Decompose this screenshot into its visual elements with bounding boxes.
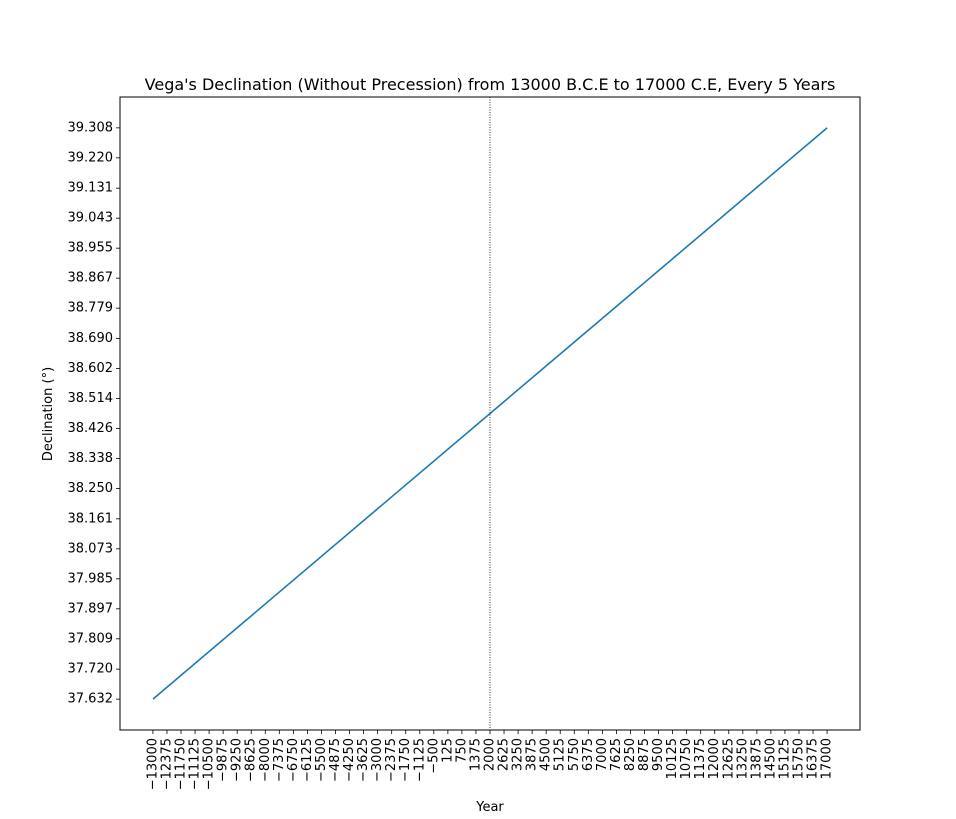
y-tick-label: 38.073 <box>68 541 114 556</box>
x-tick-label: 5125 <box>553 738 568 771</box>
x-tick-label: 13250 <box>735 738 750 779</box>
y-tick-label: 38.867 <box>68 271 114 286</box>
x-tick-label: −8625 <box>244 738 259 782</box>
y-axis-title: Declination (°) <box>41 367 56 461</box>
y-tick-label: 38.426 <box>68 421 114 436</box>
x-tick-label: −8000 <box>258 738 273 782</box>
x-tick-label: −11750 <box>174 738 189 790</box>
series-line-0 <box>152 127 828 700</box>
x-axis-title: Year <box>475 800 504 815</box>
y-axis: 37.632 37.720 37.809 37.897 37.985 38.073 38.1… <box>68 120 120 707</box>
x-tick-label: 15750 <box>791 738 806 779</box>
x-tick-label: 7625 <box>609 738 624 771</box>
x-tick-label: 15125 <box>777 738 792 779</box>
x-tick-label: −1125 <box>412 738 427 782</box>
x-tick-label: 9500 <box>651 738 666 771</box>
y-tick-label: 37.720 <box>68 662 114 677</box>
y-tick-label: 37.985 <box>68 571 114 586</box>
x-tick-label: −12375 <box>159 738 174 790</box>
x-tick-label: 3875 <box>525 738 540 771</box>
x-axis: −13000 −12375 −11750 −11125 −10500 −9875 −9250… <box>145 730 835 790</box>
x-tick-label: 10125 <box>665 738 680 779</box>
x-tick-label: 7000 <box>595 738 610 771</box>
x-tick-label: 13875 <box>749 738 764 779</box>
y-tick-label: 38.161 <box>68 511 114 526</box>
x-tick-label: −3625 <box>356 738 371 782</box>
x-tick-label: 2625 <box>497 738 512 771</box>
x-tick-label: 14500 <box>763 738 778 779</box>
x-tick-label: −6125 <box>300 738 315 782</box>
x-tick-label: 10750 <box>679 738 694 779</box>
x-tick-label: 1375 <box>468 738 483 771</box>
x-tick-label: −4875 <box>328 738 343 782</box>
y-tick-label: 38.955 <box>68 241 114 256</box>
x-tick-label: 750 <box>454 738 469 763</box>
x-tick-label: −13000 <box>145 738 160 790</box>
y-tick-label: 38.514 <box>68 391 114 406</box>
x-tick-label: 8875 <box>637 738 652 771</box>
y-tick-label: 37.809 <box>68 631 114 646</box>
x-tick-label: 8250 <box>623 738 638 771</box>
x-tick-label: 17000 <box>820 738 835 779</box>
x-tick-label: 12625 <box>721 738 736 779</box>
x-tick-label: −500 <box>426 738 441 774</box>
x-tick-label: 16375 <box>806 738 821 779</box>
y-tick-label: 37.897 <box>68 601 114 616</box>
x-tick-label: 4500 <box>539 738 554 771</box>
x-tick-label: 5750 <box>567 738 582 771</box>
y-tick-label: 38.250 <box>68 481 114 496</box>
chart-title: Vega's Declination (Without Precession) … <box>145 75 836 94</box>
x-tick-label: −7375 <box>272 738 287 782</box>
y-tick-label: 38.338 <box>68 451 114 466</box>
y-tick-label: 39.220 <box>68 150 114 165</box>
x-tick-label: 12000 <box>707 738 722 779</box>
x-tick-label: −9250 <box>230 738 245 782</box>
y-tick-label: 38.602 <box>68 361 114 376</box>
y-tick-label: 39.043 <box>68 211 114 226</box>
x-tick-label: 3250 <box>511 738 526 771</box>
y-tick-label: 38.779 <box>68 301 114 316</box>
x-tick-label: 2000 <box>483 738 498 771</box>
y-tick-label: 38.690 <box>68 331 114 346</box>
y-tick-label: 39.308 <box>68 120 114 135</box>
x-tick-label: −11125 <box>188 738 203 790</box>
x-tick-label: −3000 <box>370 738 385 782</box>
y-tick-label: 37.632 <box>68 692 114 707</box>
x-tick-label: −2375 <box>384 738 399 782</box>
x-tick-label: −6750 <box>286 738 301 782</box>
y-tick-label: 39.131 <box>68 181 114 196</box>
x-tick-label: −10500 <box>202 738 217 790</box>
x-tick-label: 6375 <box>581 738 596 771</box>
x-tick-label: 125 <box>440 738 455 763</box>
x-tick-label: 11375 <box>693 738 708 779</box>
x-tick-label: −5500 <box>314 738 329 782</box>
x-tick-label: −4250 <box>342 738 357 782</box>
x-tick-label: −9875 <box>216 738 231 782</box>
x-tick-label: −1750 <box>398 738 413 782</box>
